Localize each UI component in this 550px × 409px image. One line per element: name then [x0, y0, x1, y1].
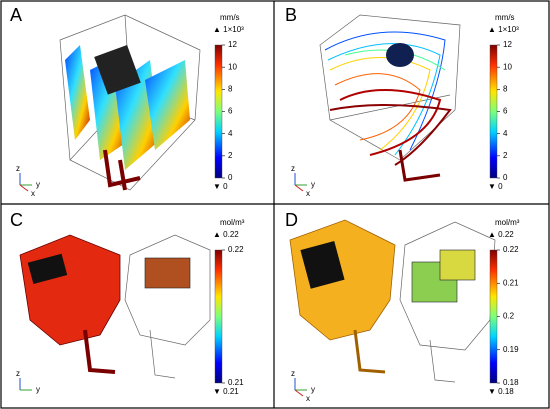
- colorbar-tick-label: 6: [228, 107, 233, 116]
- axis-label: y: [311, 180, 315, 189]
- colorbar-max: ▲ 1×10³: [488, 25, 519, 34]
- colorbar-unit: mm/s: [220, 13, 240, 22]
- axis-label: y: [311, 385, 315, 394]
- colorbar-min: ▼ 0: [213, 182, 228, 191]
- colorbar-tick-label: 0.18: [503, 378, 519, 387]
- panel-a-model: [59, 14, 201, 191]
- axis-label: y: [36, 385, 40, 394]
- panel-b-model: [319, 14, 461, 182]
- axis-label: x: [306, 189, 310, 198]
- axis-arrow: [294, 389, 304, 397]
- colorbar-max: ▲ 1×10³: [213, 25, 244, 34]
- axis-arrow: [294, 184, 304, 192]
- colorbar-tick-label: 8: [228, 84, 233, 93]
- panel-label: D: [285, 210, 298, 230]
- colorbar-tick-label: 10: [503, 62, 512, 71]
- colorbar-tick-label: 12: [228, 40, 237, 49]
- colorbar-tick-label: 2: [503, 151, 508, 160]
- colorbar: [214, 249, 223, 384]
- colorbar-min: ▼ 0: [488, 182, 503, 191]
- colorbar-tick-label: 0.2: [503, 312, 515, 321]
- colorbar-tick-label: 0: [503, 173, 508, 182]
- panel-c-model: [19, 234, 211, 379]
- axis-label: z: [291, 164, 295, 173]
- panel-label: A: [10, 5, 22, 25]
- colorbar: [489, 44, 498, 179]
- panel-d-model: [289, 219, 496, 383]
- colorbar-min: ▼ 0.21: [213, 387, 239, 396]
- colorbar-tick-label: 6: [503, 107, 508, 116]
- colorbar-tick-label: 10: [228, 62, 237, 71]
- colorbar-tick-label: 0.21: [228, 378, 244, 387]
- axis-label: x: [306, 394, 310, 403]
- colorbar-max: ▲ 0.22: [213, 230, 239, 239]
- colorbar-min: ▼ 0.18: [488, 387, 514, 396]
- axis-label: z: [16, 369, 20, 378]
- axis-arrow: [19, 184, 29, 192]
- colorbar: [489, 249, 498, 384]
- colorbar-unit: mol/m³: [495, 218, 520, 227]
- colorbar-tick-label: 4: [228, 129, 233, 138]
- colorbar-tick-label: 8: [503, 84, 508, 93]
- axis-label: y: [36, 180, 40, 189]
- colorbar-unit: mol/m³: [220, 218, 245, 227]
- colorbar-tick-label: 0: [228, 173, 233, 182]
- colorbar-tick-label: 12: [503, 40, 512, 49]
- colorbar-tick-label: 2: [228, 151, 233, 160]
- panel-label: B: [285, 5, 297, 25]
- colorbar-unit: mm/s: [495, 13, 515, 22]
- colorbar: [214, 44, 223, 179]
- axis-label: z: [16, 164, 20, 173]
- colorbar-tick-label: 0.22: [228, 245, 244, 254]
- axis-label: z: [291, 369, 295, 378]
- colorbar-max: ▲ 0.22: [488, 230, 514, 239]
- axis-label: x: [31, 189, 35, 198]
- colorbar-tick-label: 4: [503, 129, 508, 138]
- colorbar-tick-label: 0.19: [503, 345, 519, 354]
- colorbar-tick-label: 0.21: [503, 278, 519, 287]
- colorbar-tick-label: 0.22: [503, 245, 519, 254]
- panel-label: C: [10, 210, 23, 230]
